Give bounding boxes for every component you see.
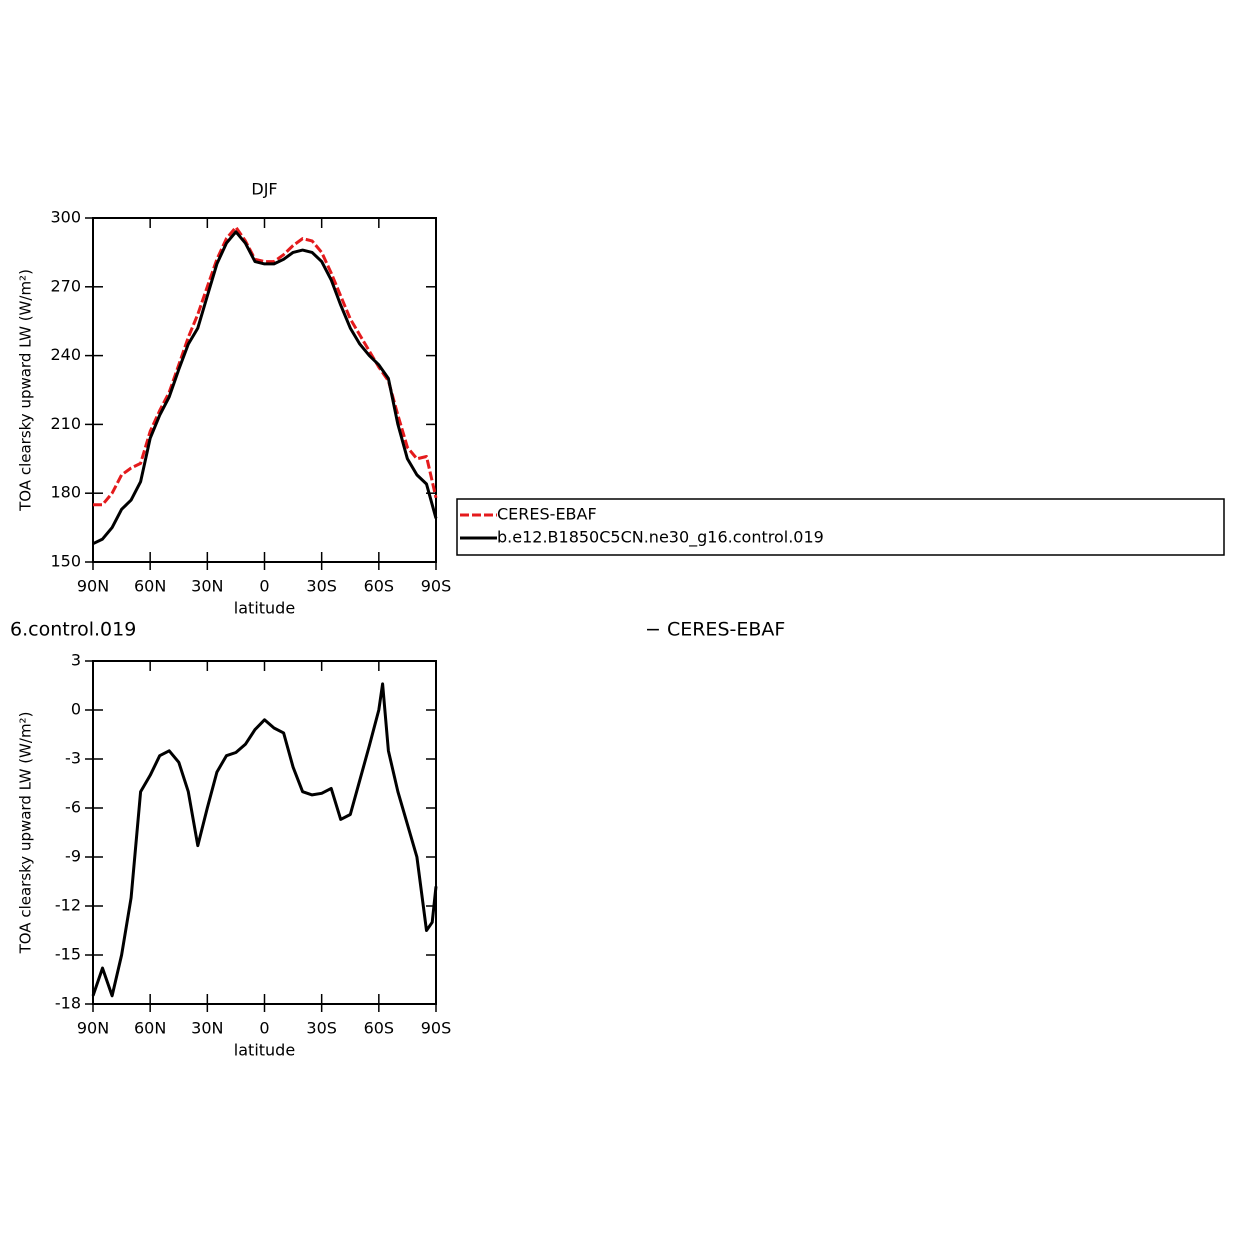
- y-tick-label: 270: [50, 276, 81, 295]
- y-axis-label: TOA clearsky upward LW (W/m²): [17, 712, 35, 955]
- y-tick-label: -6: [65, 798, 81, 817]
- x-axis-label: latitude: [234, 1041, 295, 1060]
- x-tick-label: 30N: [191, 1019, 223, 1038]
- y-axis-label: TOA clearsky upward LW (W/m²): [17, 269, 35, 512]
- legend-label: b.e12.B1850C5CN.ne30_g16.control.019: [497, 528, 824, 548]
- x-tick-label: 60N: [134, 1019, 166, 1038]
- x-tick-label: 90S: [421, 577, 452, 596]
- y-tick-label: 3: [71, 651, 81, 670]
- x-tick-label: 90S: [421, 1019, 452, 1038]
- y-tick-label: 300: [50, 208, 81, 227]
- y-tick-label: -18: [55, 994, 81, 1013]
- x-tick-label: 30S: [306, 1019, 337, 1038]
- y-tick-label: 150: [50, 552, 81, 571]
- y-tick-label: -9: [65, 847, 81, 866]
- y-tick-label: -15: [55, 945, 81, 964]
- x-axis-label: latitude: [234, 599, 295, 618]
- y-tick-label: -12: [55, 896, 81, 915]
- y-tick-label: 180: [50, 483, 81, 502]
- x-tick-label: 30S: [306, 577, 337, 596]
- x-tick-label: 0: [259, 577, 269, 596]
- data-line: [91, 682, 438, 998]
- x-tick-label: 90N: [77, 1019, 109, 1038]
- chart-title: − CERES-EBAF: [645, 619, 785, 641]
- x-tick-label: 0: [259, 1019, 269, 1038]
- x-tick-label: 60N: [134, 577, 166, 596]
- y-tick-label: 210: [50, 414, 81, 433]
- y-tick-label: -3: [65, 749, 81, 768]
- y-tick-label: 240: [50, 345, 81, 364]
- chart-title: 6.control.019: [10, 619, 136, 641]
- x-tick-label: 30N: [191, 577, 223, 596]
- chart-title: DJF: [251, 180, 277, 199]
- x-tick-label: 90N: [77, 577, 109, 596]
- y-tick-label: 0: [71, 700, 81, 719]
- x-tick-label: 60S: [364, 1019, 395, 1038]
- legend-box: [456, 498, 1225, 556]
- x-tick-label: 60S: [364, 577, 395, 596]
- legend-label: CERES-EBAF: [497, 505, 597, 524]
- plot-frame: [92, 217, 437, 563]
- data-line: [92, 230, 438, 546]
